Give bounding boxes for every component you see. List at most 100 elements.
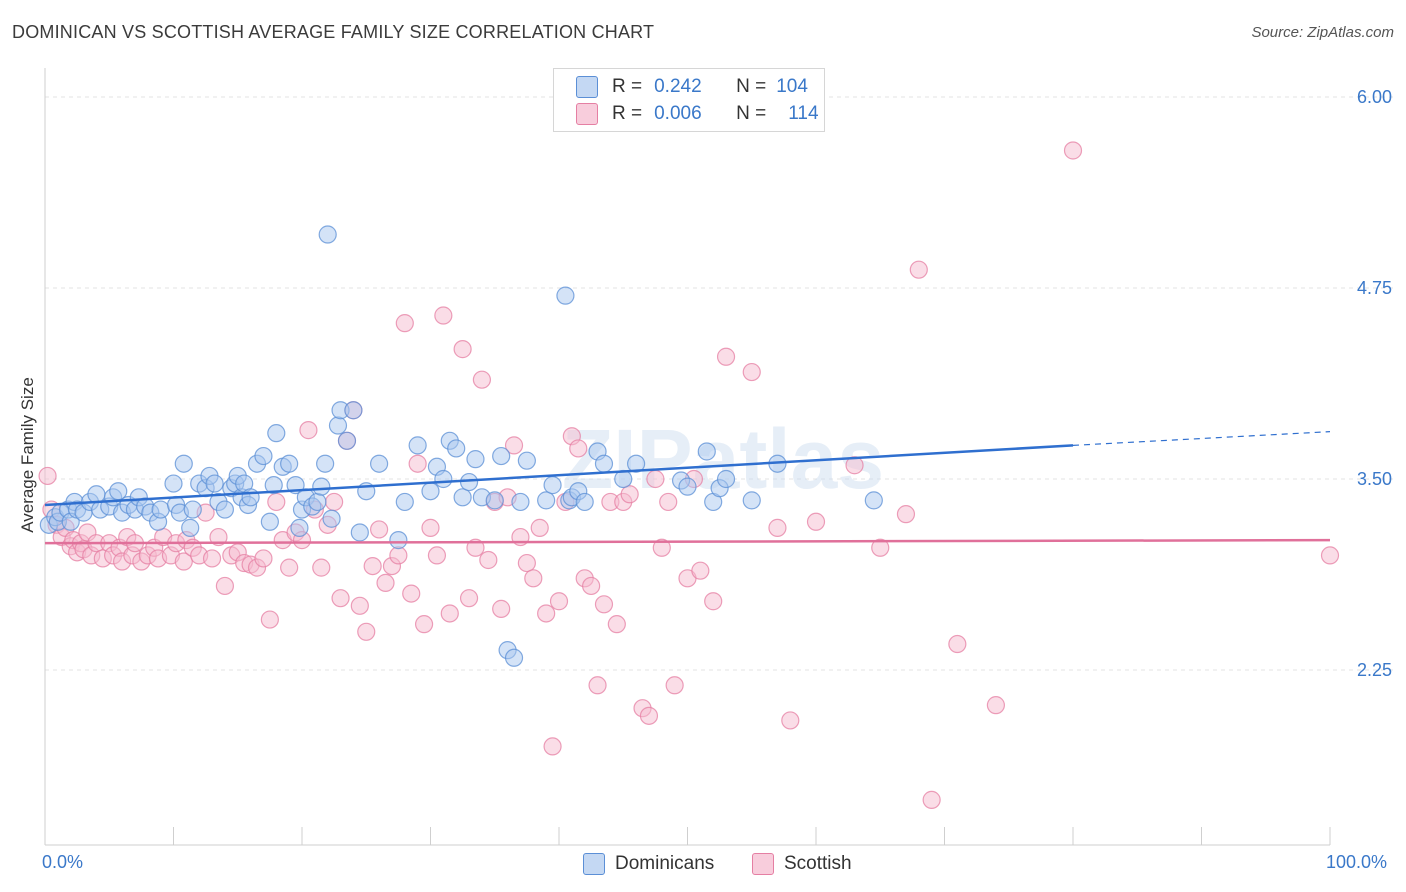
trend-line-scottish: [44, 538, 1331, 545]
data-point: [626, 454, 646, 473]
data-point: [395, 492, 414, 512]
data-point: [174, 454, 193, 473]
data-point: [164, 474, 183, 493]
data-point: [652, 538, 671, 557]
data-point: [363, 556, 382, 576]
data-point: [434, 306, 453, 325]
data-point: [183, 500, 202, 519]
data-point: [646, 469, 665, 489]
data-point: [209, 527, 228, 547]
data-point: [328, 416, 348, 435]
data-point: [215, 500, 234, 519]
legend-row-scottish: R = 0.006 N = 114: [576, 101, 819, 127]
data-point: [254, 549, 273, 568]
data-point: [174, 552, 193, 571]
legend-r-value: 0.006: [654, 103, 702, 124]
data-point: [582, 576, 601, 596]
data-point: [556, 286, 575, 305]
data-point: [376, 573, 395, 593]
data-point: [511, 492, 530, 512]
data-point: [781, 711, 800, 730]
data-point: [370, 454, 389, 473]
data-point: [659, 492, 678, 512]
y-tick-labels: 2.25 3.50 4.75 6.00: [1357, 87, 1392, 680]
legend-swatch-pink: [752, 853, 774, 875]
legend-item-scottish: Scottish: [752, 850, 852, 878]
data-point: [427, 546, 447, 565]
data-point: [704, 592, 723, 611]
data-point: [241, 488, 260, 507]
data-point: [594, 454, 614, 473]
data-point: [38, 466, 57, 486]
data-point: [408, 436, 427, 455]
source-note: Source: ZipAtlas.com: [1251, 24, 1394, 41]
legend-item-dominicans: Dominicans: [583, 850, 714, 878]
series-scottish: [38, 141, 1340, 809]
data-point: [308, 492, 327, 512]
data-point: [181, 518, 200, 537]
data-point: [402, 584, 421, 603]
legend-swatch-blue: [583, 853, 605, 875]
data-point: [370, 520, 389, 539]
data-point: [517, 451, 536, 470]
data-point: [1320, 546, 1340, 565]
data-point: [453, 488, 472, 507]
legend-r-label: R =: [612, 76, 643, 97]
data-point: [537, 604, 556, 623]
data-point: [290, 518, 309, 537]
data-point: [594, 595, 614, 614]
data-point: [492, 599, 511, 618]
legend-label: Dominicans: [615, 853, 715, 874]
data-point: [350, 523, 369, 542]
data-point: [588, 676, 607, 695]
data-point: [459, 472, 479, 492]
legend-n-value: 104: [776, 76, 808, 97]
data-point: [864, 491, 883, 510]
data-point: [697, 442, 716, 461]
data-point: [389, 546, 408, 565]
data-point: [742, 491, 761, 510]
data-point: [331, 589, 350, 608]
data-point: [569, 439, 588, 458]
data-point: [639, 706, 659, 725]
data-point: [389, 531, 408, 550]
legend-label: Scottish: [784, 853, 852, 874]
data-point: [845, 456, 864, 475]
data-point: [87, 485, 106, 504]
data-point: [871, 538, 890, 557]
data-point: [543, 737, 562, 756]
data-point: [299, 421, 318, 440]
data-point: [280, 558, 299, 577]
data-point: [479, 550, 498, 570]
trend-line-dominicans-extrapolated: [1072, 431, 1331, 446]
data-point: [665, 676, 684, 695]
data-point: [742, 362, 761, 382]
data-point: [260, 512, 279, 531]
data-point: [395, 314, 414, 333]
data-point: [459, 589, 479, 608]
data-point: [260, 610, 279, 629]
data-point: [678, 477, 697, 496]
data-point: [620, 485, 639, 504]
data-point: [922, 790, 941, 809]
legend-r-label: R =: [612, 103, 643, 124]
data-point: [312, 477, 331, 496]
data-point: [267, 492, 286, 512]
chart-title: DOMINICAN VS SCOTTISH AVERAGE FAMILY SIZ…: [12, 22, 655, 42]
data-point: [537, 491, 556, 510]
data-point: [485, 491, 504, 510]
x-tick-label-min: 0.0%: [42, 852, 84, 872]
data-point: [504, 436, 524, 455]
data-point: [716, 469, 736, 489]
data-point: [202, 549, 222, 568]
data-point: [312, 558, 331, 577]
data-point: [806, 512, 826, 531]
data-point: [524, 569, 543, 588]
y-axis-label: Average Family Size: [18, 377, 37, 533]
data-point: [344, 401, 363, 420]
data-point: [280, 454, 299, 473]
data-point: [543, 476, 562, 495]
data-point: [267, 424, 286, 443]
data-point: [909, 260, 928, 279]
